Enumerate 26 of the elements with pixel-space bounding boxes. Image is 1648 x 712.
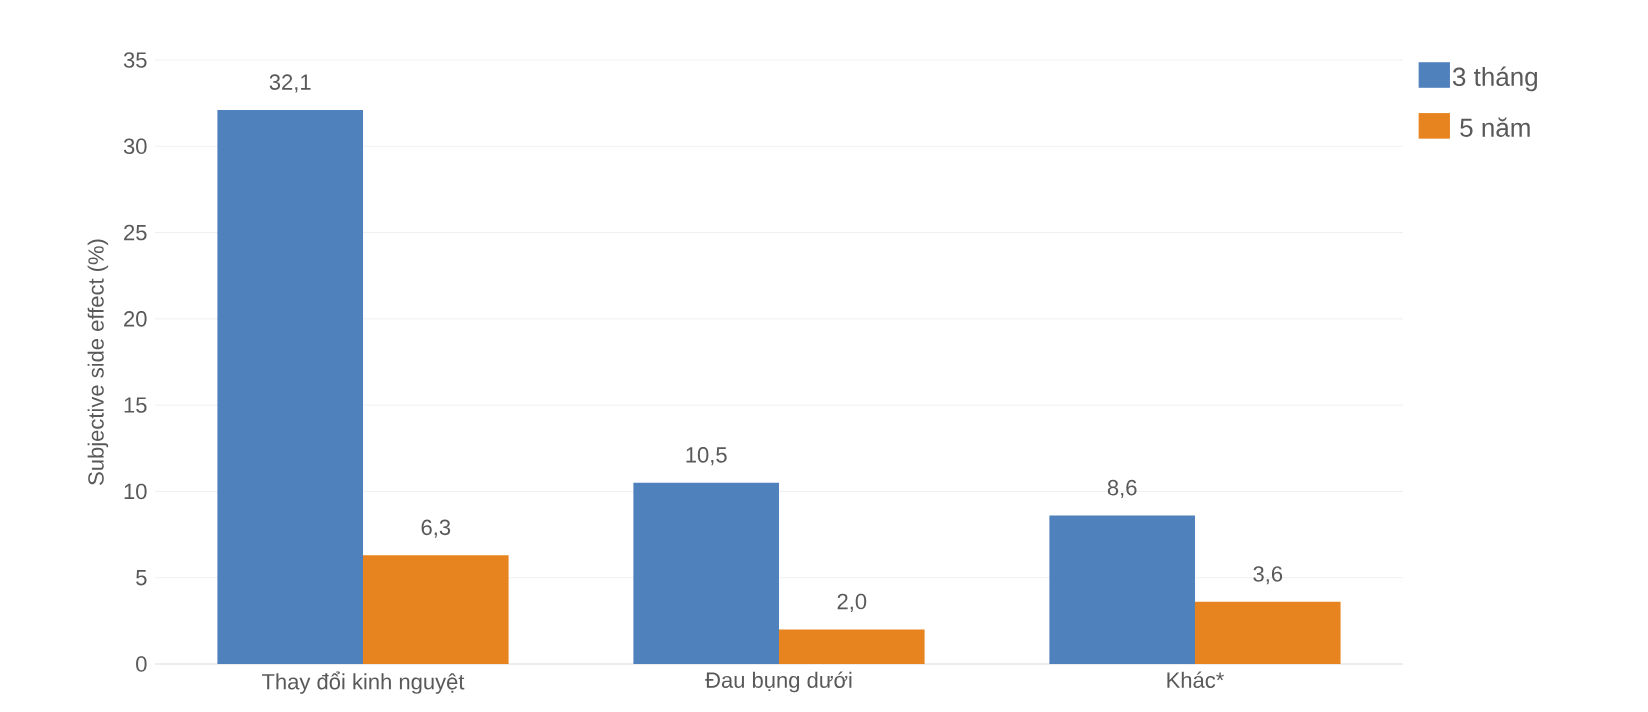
y-tick-label: 5 <box>136 570 147 586</box>
y-tick-label: 30 <box>123 138 147 155</box>
data-label: 32,1 <box>269 74 311 93</box>
y-tick-label: 10 <box>124 483 147 500</box>
data-label: 8,6 <box>1107 479 1137 499</box>
bar <box>778 629 925 664</box>
bar <box>217 110 363 664</box>
x-tick-label: Thay đổi kinh nguyệt <box>261 671 465 694</box>
x-tick-label: Khác* <box>1167 671 1224 688</box>
data-label: 2,0 <box>837 593 867 612</box>
legend-label: 3 tháng <box>1452 66 1537 92</box>
bar <box>363 555 509 664</box>
bar <box>1049 515 1195 664</box>
data-label: 6,3 <box>421 519 451 538</box>
y-axis-title: Subjective side effect (%) <box>87 239 109 485</box>
y-tick-label: 25 <box>124 224 147 241</box>
data-label: 10,5 <box>686 447 727 466</box>
legend-label: 5 năm <box>1460 117 1530 137</box>
y-tick-label: 20 <box>124 311 147 327</box>
y-tick-label: 0 <box>136 656 147 672</box>
x-tick-label: Đau bụng dưới <box>705 671 852 693</box>
y-tick-label: 35 <box>123 52 147 68</box>
bar <box>633 482 779 664</box>
y-tick-label: 15 <box>124 397 147 413</box>
data-label: 3,6 <box>1253 566 1283 585</box>
bar <box>1194 601 1341 664</box>
